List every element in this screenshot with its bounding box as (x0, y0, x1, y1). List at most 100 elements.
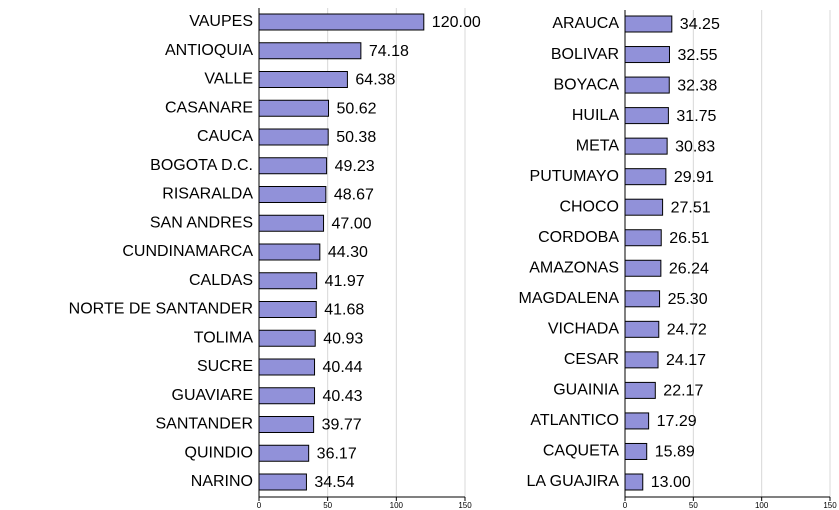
bar (258, 42, 362, 60)
bar (258, 128, 329, 146)
category-label: ANTIOQUIA (165, 42, 253, 59)
category-label: AMAZONAS (529, 259, 619, 276)
category-label: NORTE DE SANTANDER (69, 301, 253, 318)
category-label: CHOCO (559, 198, 619, 215)
category-label: GUAINIA (553, 382, 619, 399)
value-label: 50.38 (336, 129, 376, 146)
bar (624, 15, 673, 33)
value-label: 48.67 (334, 187, 374, 204)
value-label: 25.30 (668, 291, 708, 308)
x-tick-label: 0 (623, 501, 628, 510)
bar (258, 157, 328, 175)
category-label: CAUCA (197, 128, 253, 145)
bar (258, 329, 316, 347)
value-label: 34.54 (314, 474, 354, 491)
category-label: PUTUMAYO (530, 168, 619, 185)
x-tick-label: 150 (458, 501, 472, 510)
bar (258, 214, 325, 232)
value-label: 15.89 (655, 444, 695, 461)
category-label: HUILA (572, 107, 619, 124)
value-label: 39.77 (322, 417, 362, 434)
category-label: VALLE (204, 71, 253, 88)
bar (624, 351, 659, 369)
category-label: ATLANTICO (530, 412, 619, 429)
value-label: 27.51 (671, 199, 711, 216)
bar (624, 107, 669, 125)
value-label: 41.97 (325, 273, 365, 290)
category-label: RISARALDA (162, 186, 253, 203)
bar (624, 473, 644, 491)
value-label: 30.83 (675, 138, 715, 155)
x-tick-label: 100 (755, 501, 769, 510)
bar (258, 416, 315, 433)
category-label: BOLIVAR (551, 46, 619, 63)
x-tick-label: 50 (323, 501, 332, 510)
value-label: 13.00 (651, 474, 691, 491)
value-label: 29.91 (674, 169, 714, 186)
x-tick-label: 0 (257, 501, 262, 510)
bar (258, 358, 316, 376)
value-label: 50.62 (337, 100, 377, 117)
bar (258, 387, 316, 405)
value-label: 31.75 (676, 108, 716, 125)
category-label: VICHADA (548, 321, 619, 338)
bar (258, 444, 310, 462)
category-label: CALDAS (189, 272, 253, 289)
category-label: NARINO (191, 473, 253, 490)
value-label: 34.25 (680, 16, 720, 33)
category-label: SUCRE (197, 358, 253, 375)
value-label: 24.17 (666, 352, 706, 369)
x-tick-label: 50 (689, 501, 698, 510)
value-label: 17.29 (657, 413, 697, 430)
category-label: GUAVIARE (172, 387, 254, 404)
category-label: ARAUCA (552, 15, 619, 32)
value-label: 49.23 (335, 158, 375, 175)
x-tick-label: 150 (823, 501, 837, 510)
value-label: 40.43 (323, 388, 363, 405)
value-label: 44.30 (328, 244, 368, 261)
bar (624, 137, 668, 155)
bar (624, 320, 660, 338)
category-label: BOGOTA D.C. (150, 157, 253, 174)
value-label: 40.44 (323, 359, 363, 376)
category-label: CORDOBA (538, 229, 619, 246)
category-label: CESAR (564, 351, 619, 368)
bar (624, 442, 648, 460)
bar (258, 186, 327, 203)
value-label: 120.00 (432, 14, 481, 31)
value-label: 41.68 (324, 302, 364, 319)
category-label: TOLIMA (194, 329, 254, 346)
value-label: 40.93 (323, 330, 363, 347)
category-label: SANTANDER (156, 416, 254, 433)
value-label: 36.17 (317, 445, 357, 462)
bar (258, 301, 317, 318)
value-label: 24.72 (667, 322, 707, 339)
bar (624, 381, 656, 399)
value-label: 47.00 (332, 215, 372, 232)
category-label: CAQUETA (543, 443, 619, 460)
category-label: QUINDIO (185, 444, 253, 461)
category-label: CUNDINAMARCA (122, 243, 253, 260)
bar (624, 290, 661, 308)
value-label: 32.38 (677, 77, 717, 94)
category-label: CASANARE (165, 99, 253, 116)
category-label: MAGDALENA (519, 290, 620, 307)
bar (624, 46, 670, 64)
bar (624, 168, 667, 186)
category-label: SAN ANDRES (150, 214, 253, 231)
category-label: LA GUAJIRA (527, 473, 620, 490)
value-label: 32.55 (677, 47, 717, 64)
value-label: 22.17 (663, 383, 703, 400)
bar (258, 99, 330, 117)
category-label: META (576, 137, 620, 154)
value-label: 26.24 (669, 260, 709, 277)
bar (624, 412, 650, 430)
bar (258, 71, 348, 88)
bar (624, 259, 662, 277)
category-label: VAUPES (189, 13, 253, 30)
value-label: 74.18 (369, 43, 409, 60)
x-tick-label: 100 (390, 501, 404, 510)
bar (258, 243, 321, 261)
bar (258, 272, 318, 290)
